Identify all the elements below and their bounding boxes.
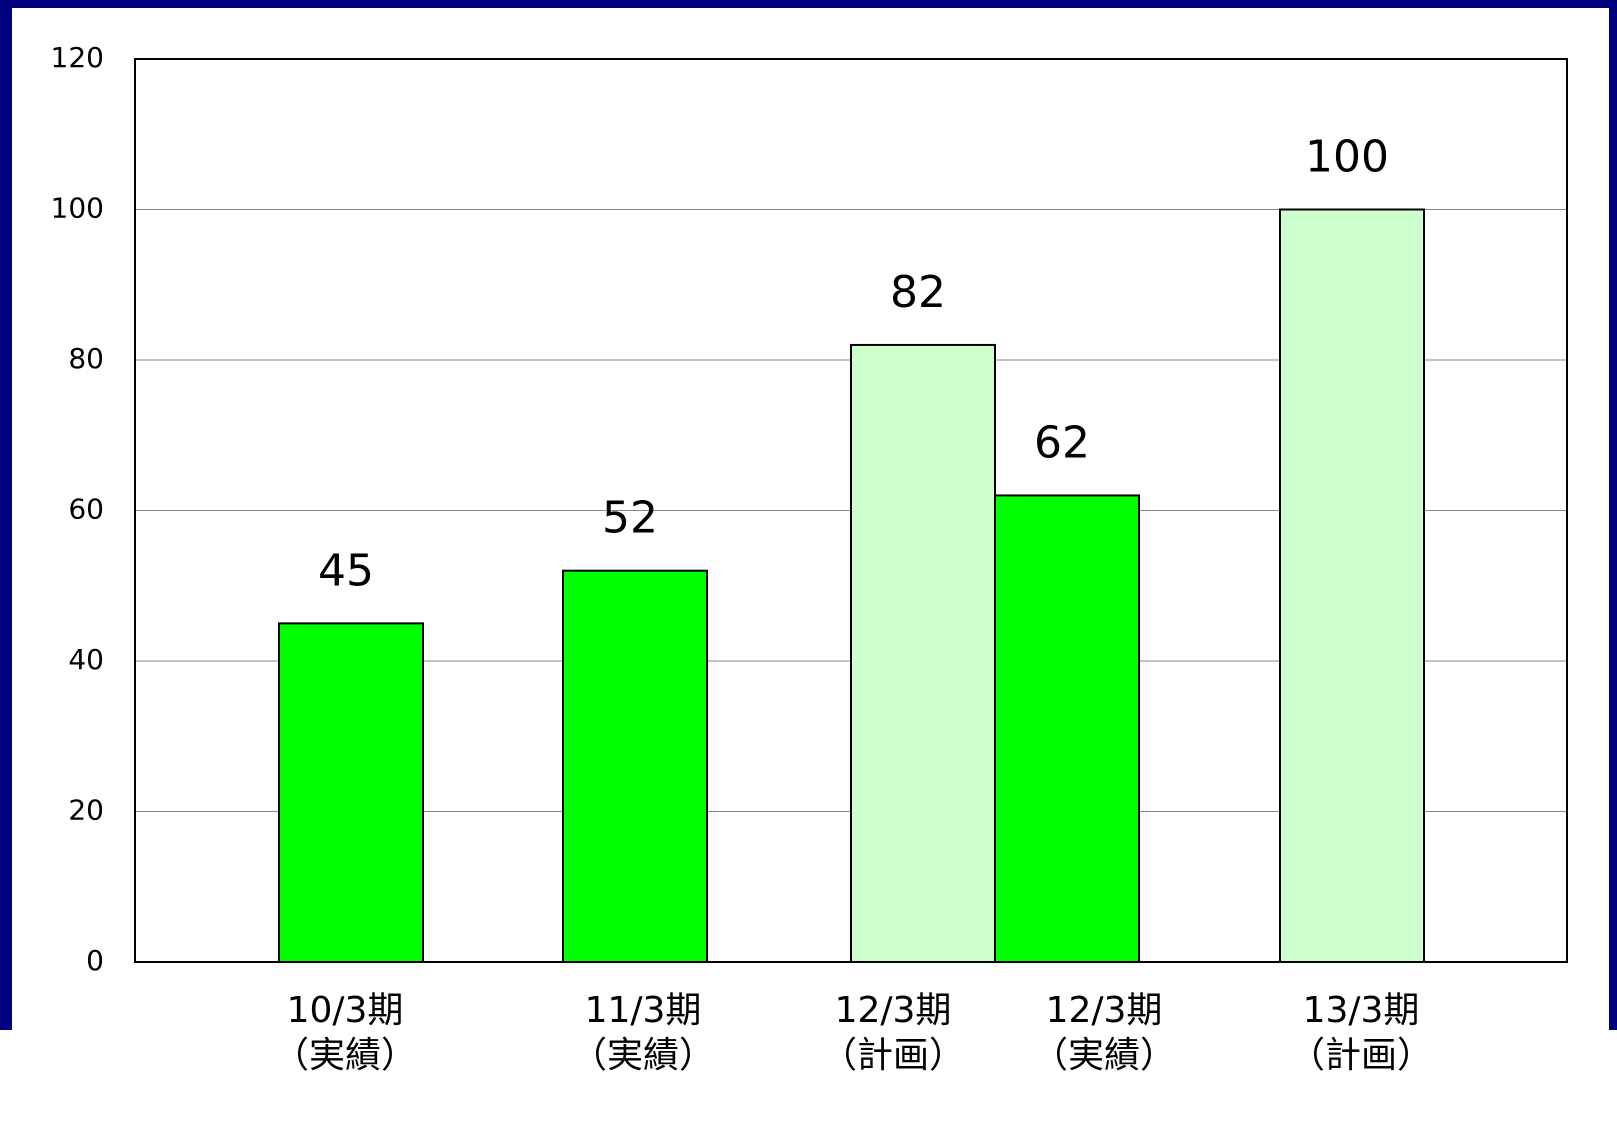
- x-tick-label: （計画）: [821, 1035, 965, 1076]
- y-tick-label: 120: [51, 41, 104, 74]
- value-label: 82: [890, 267, 946, 318]
- bar: [994, 494, 1140, 963]
- y-tick-label: 100: [51, 192, 104, 225]
- bar: [562, 569, 708, 963]
- y-tick-label: 40: [68, 643, 104, 676]
- value-label: 45: [318, 545, 374, 596]
- x-tick-label: 13/3期: [1303, 990, 1420, 1031]
- x-tick-label: （計画）: [1289, 1035, 1433, 1076]
- value-label: 100: [1305, 132, 1389, 183]
- x-tick-label: （実績）: [1032, 1035, 1176, 1076]
- bar: [850, 343, 996, 963]
- bar: [1279, 208, 1425, 963]
- value-label: 62: [1034, 417, 1090, 468]
- y-tick-label: 60: [68, 493, 104, 526]
- bar: [278, 622, 424, 963]
- frame-right: [1609, 0, 1617, 1030]
- y-tick-label: 80: [68, 342, 104, 375]
- x-tick-label: （実績）: [273, 1035, 417, 1076]
- value-label: 52: [602, 493, 658, 544]
- x-tick-label: 12/3期: [835, 990, 952, 1031]
- x-tick-label: （実績）: [571, 1035, 715, 1076]
- x-tick-label: 10/3期: [287, 990, 404, 1031]
- y-tick-label: 20: [68, 794, 104, 827]
- x-tick-label: 12/3期: [1046, 990, 1163, 1031]
- frame-top: [0, 0, 1617, 8]
- x-tick-label: 11/3期: [585, 990, 702, 1031]
- frame-left: [0, 0, 12, 1030]
- y-tick-label: 0: [86, 944, 104, 977]
